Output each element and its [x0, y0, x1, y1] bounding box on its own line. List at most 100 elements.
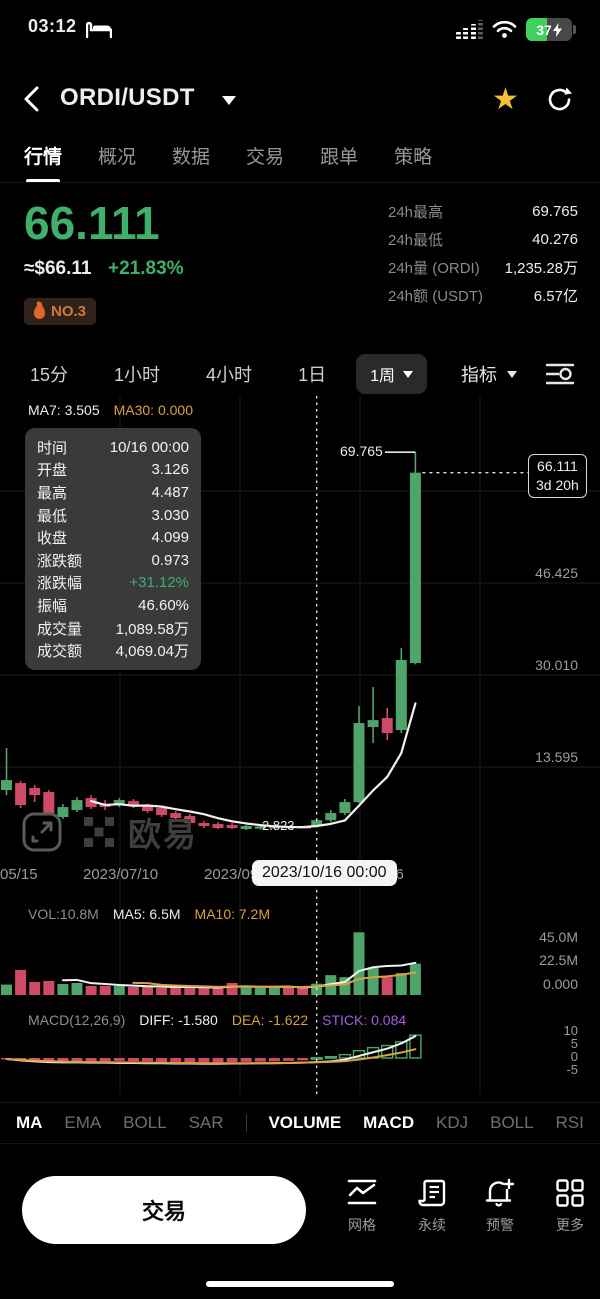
current-price-box[interactable]: 66.111 3d 20h [528, 454, 587, 498]
tooltip-row: 涨跌幅 +31.12% [37, 574, 189, 593]
alert-icon [484, 1178, 516, 1208]
change-percent: +21.83% [108, 258, 184, 279]
stat-row: 24h最高 69.765 [388, 202, 578, 221]
pair-title[interactable]: ORDI/USDT [60, 84, 195, 111]
indicator-tab-ema-1[interactable]: EMA [64, 1113, 102, 1132]
usd-price: ≈$66.11 [24, 258, 92, 279]
wifi-icon [492, 20, 517, 39]
indicator-menu[interactable]: 指标 [461, 361, 517, 387]
tooltip-row: 收盘 4.099 [37, 529, 189, 548]
volume-axis-tick-3: 0.000 [542, 976, 578, 992]
trade-button[interactable]: 交易 [22, 1176, 306, 1244]
volume-axis-tick-2: 22.5M [539, 952, 578, 968]
stat-row: 24h量 (ORDI) 1,235.28万 [388, 259, 578, 277]
x-axis-label: 05/15 [0, 866, 38, 883]
action-label: 网格 [348, 1217, 376, 1233]
indicator-tab-ma-0[interactable]: MA [16, 1113, 43, 1132]
tooltip-row: 成交量 1,089.58万 [37, 620, 189, 638]
macd-axis-tick-2: 5 [570, 1036, 578, 1051]
indicator-tab-volume-4[interactable]: VOLUME [268, 1113, 342, 1132]
macd-axis-tick-4: -5 [566, 1062, 578, 1077]
legend-item: MA30: 0.000 [113, 402, 193, 418]
timeframe-selected[interactable]: 1周 [356, 354, 427, 394]
tab-跟单[interactable]: 跟单 [320, 147, 359, 168]
okx-logo-icon [84, 817, 114, 847]
volume-axis-tick-1: 45.0M [539, 929, 578, 945]
section-tabs: 行情 概况 数据 交易 跟单 策略 [24, 142, 433, 183]
chevron-down-icon [506, 370, 517, 378]
expand-chart-icon[interactable] [22, 812, 62, 852]
tooltip-row: 最低 3.030 [37, 506, 189, 525]
legend-item: MA5: 6.5M [112, 906, 181, 922]
tooltip-row: 成交额 4,069.04万 [37, 643, 189, 661]
indicator-tab-sar-3[interactable]: SAR [188, 1113, 224, 1132]
tabs-divider [0, 182, 600, 183]
price-axis-tick-3: 13.595 [535, 749, 578, 765]
tab-数据[interactable]: 数据 [172, 147, 211, 168]
chart-settings-icon[interactable] [546, 361, 574, 387]
cellular-signal-icon [455, 20, 483, 39]
price-axis-tick-2: 30.010 [535, 657, 578, 673]
okx-watermark-text: 欧易 [128, 816, 198, 853]
tooltip-row: 开盘 3.126 [37, 461, 189, 480]
tooltip-row: 振幅 46.60% [37, 596, 189, 615]
home-indicator[interactable] [206, 1281, 394, 1287]
indicator-tab-boll-7[interactable]: BOLL [490, 1113, 534, 1132]
stat-row: 24h额 (USDT) 6.57亿 [388, 287, 578, 305]
action-预警[interactable]: 预警 [468, 1178, 532, 1235]
pair-dropdown-icon[interactable] [222, 96, 236, 105]
stat-row: 24h最低 40.276 [388, 230, 578, 249]
action-永续[interactable]: 永续 [400, 1178, 464, 1235]
timeframe-15分[interactable]: 15分 [30, 365, 69, 385]
hot-rank-badge[interactable]: NO.3 [24, 298, 97, 325]
clock: 03:12 [28, 16, 77, 36]
stats-panel: 24h最高 69.765 24h最低 40.276 24h量 (ORDI) 1,235.2… [388, 197, 578, 309]
action-网格[interactable]: 网格 [330, 1178, 394, 1235]
legend-item: VOL:10.8M [28, 906, 99, 922]
grid-trading-icon [347, 1178, 377, 1208]
back-button[interactable] [24, 86, 39, 112]
timeframe-1日[interactable]: 1日 [298, 365, 327, 385]
indicator-tab-kdj-6[interactable]: KDJ [436, 1113, 469, 1132]
indicator-tab-rsi-8[interactable]: RSI [555, 1113, 584, 1132]
volume-legend: VOL:10.8M MA5: 6.5M MA10: 7.2M [28, 906, 270, 922]
legend-item: STICK: 0.084 [322, 1012, 407, 1028]
macd-legend: MACD(12,26,9) DIFF: -1.580 DEA: -1.622 STIC… [28, 1012, 406, 1028]
price-axis-tick-1: 46.425 [535, 565, 578, 581]
tab-概况[interactable]: 概况 [98, 147, 137, 168]
crosshair-date-pill: 2023/10/16 00:00 [252, 860, 397, 886]
timeframe-1小时[interactable]: 1小时 [114, 365, 161, 385]
candle-tooltip: 时间 10/16 00:00 开盘 3.126 最高 4.487 最低 3.030 收盘 4.09… [25, 428, 201, 670]
action-label: 更多 [556, 1217, 584, 1233]
x-axis-label: 2023/09 [204, 866, 259, 883]
action-label: 预警 [486, 1217, 514, 1233]
indicator-tab-macd-5[interactable]: MACD [363, 1113, 415, 1132]
timeframe-bar: 15分 1小时 4小时 1日 1周 指标 [0, 352, 600, 396]
refresh-icon[interactable] [546, 86, 573, 113]
legend-item: MA7: 3.505 [28, 402, 100, 418]
favorite-star-icon[interactable]: ★ [492, 83, 519, 116]
more-icon [555, 1178, 585, 1208]
last-price: 66.111 [24, 197, 160, 249]
indicator-tab-boll-2[interactable]: BOLL [123, 1113, 167, 1132]
low-price-label: 2.823 [262, 818, 295, 833]
timeframe-4小时[interactable]: 4小时 [206, 365, 253, 385]
bed-icon [86, 22, 112, 38]
tab-策略[interactable]: 策略 [394, 147, 433, 168]
legend-item: MACD(12,26,9) [28, 1012, 126, 1028]
legend-item: MA10: 7.2M [194, 906, 271, 922]
action-更多[interactable]: 更多 [538, 1178, 600, 1235]
tooltip-row: 最高 4.487 [37, 483, 189, 502]
perpetual-icon [417, 1178, 447, 1208]
high-price-label: 69.765 [340, 443, 383, 459]
tab-行情[interactable]: 行情 [24, 142, 62, 183]
macd-axis-tick-1: 10 [563, 1023, 578, 1038]
x-axis-label: 2023/07/10 [83, 866, 159, 883]
legend-item: DEA: -1.622 [231, 1012, 309, 1028]
action-label: 永续 [418, 1217, 446, 1233]
tab-交易[interactable]: 交易 [246, 147, 285, 168]
indicator-tab-bar: MA EMA BOLL SAR VOLUME MACD KDJ BOLL RSI [0, 1102, 600, 1144]
macd-axis-tick-3: 0 [570, 1049, 578, 1064]
